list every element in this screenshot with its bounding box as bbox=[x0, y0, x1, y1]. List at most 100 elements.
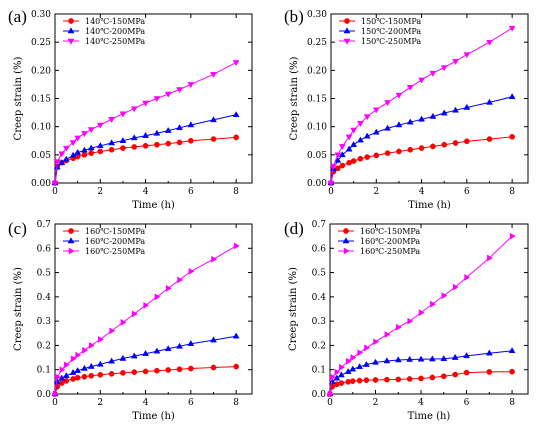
legend-entry: 140℃-150MPa bbox=[85, 17, 145, 26]
data-point bbox=[52, 390, 59, 398]
data-point bbox=[130, 106, 138, 113]
data-point bbox=[69, 140, 77, 147]
data-point bbox=[97, 148, 104, 155]
data-point bbox=[418, 115, 426, 122]
x-tick-label: 4 bbox=[143, 398, 149, 408]
y-tick-label: 0.10 bbox=[307, 123, 327, 133]
data-point bbox=[418, 145, 425, 151]
data-point bbox=[232, 332, 240, 339]
data-point bbox=[345, 145, 353, 152]
data-point bbox=[142, 100, 150, 107]
data-point bbox=[165, 367, 172, 373]
x-tick-label: 6 bbox=[464, 187, 470, 197]
data-point bbox=[330, 373, 336, 381]
data-point bbox=[440, 65, 448, 72]
data-point bbox=[487, 254, 494, 262]
data-point bbox=[81, 151, 88, 158]
data-point bbox=[327, 180, 335, 187]
data-point bbox=[63, 378, 70, 384]
data-point bbox=[350, 158, 357, 164]
legend-entry: 160℃-200MPa bbox=[360, 237, 420, 246]
data-point bbox=[108, 139, 116, 146]
data-point bbox=[384, 331, 391, 338]
data-point bbox=[210, 336, 217, 343]
series-1 bbox=[52, 363, 239, 397]
data-point bbox=[452, 106, 459, 113]
data-point bbox=[384, 100, 392, 107]
plot-frame bbox=[54, 223, 253, 395]
x-tick-label: 2 bbox=[97, 187, 103, 197]
data-point bbox=[164, 345, 172, 352]
data-point bbox=[142, 142, 149, 149]
data-point bbox=[81, 131, 88, 138]
data-point bbox=[407, 317, 414, 325]
data-point bbox=[131, 369, 138, 375]
x-axis-label: Time (h) bbox=[408, 200, 451, 211]
data-point bbox=[509, 133, 515, 140]
data-point bbox=[338, 144, 346, 151]
data-point bbox=[452, 371, 459, 378]
data-point bbox=[176, 366, 183, 373]
y-tick-label: 0.15 bbox=[307, 95, 327, 105]
y-tick-label: 0.2 bbox=[37, 341, 51, 351]
data-point bbox=[142, 349, 150, 356]
data-point bbox=[350, 354, 357, 362]
data-point bbox=[464, 273, 471, 281]
data-point bbox=[372, 358, 379, 365]
data-point bbox=[96, 142, 104, 149]
data-point bbox=[486, 369, 493, 375]
data-point bbox=[440, 109, 448, 116]
data-point bbox=[81, 146, 88, 153]
data-point bbox=[339, 162, 346, 169]
data-point bbox=[55, 373, 61, 381]
legend-marker bbox=[342, 237, 350, 244]
y-axis-label: Creep strain (%) bbox=[288, 267, 299, 351]
data-point bbox=[429, 374, 436, 381]
y-axis-label: Creep strain (%) bbox=[289, 56, 300, 140]
y-tick-label: 0.7 bbox=[312, 220, 327, 230]
data-point bbox=[142, 368, 149, 375]
legend-marker bbox=[343, 228, 349, 234]
data-point bbox=[130, 352, 138, 359]
data-point bbox=[357, 155, 364, 162]
data-point bbox=[485, 349, 493, 356]
y-tick-label: 0.4 bbox=[312, 293, 327, 303]
data-point bbox=[188, 137, 194, 144]
data-point bbox=[364, 154, 371, 160]
data-point bbox=[96, 360, 104, 367]
data-point bbox=[406, 118, 414, 125]
data-point bbox=[349, 378, 356, 384]
data-point bbox=[463, 52, 471, 59]
panel-label: (d) bbox=[284, 219, 304, 238]
data-point bbox=[75, 351, 82, 359]
data-point bbox=[463, 369, 470, 376]
y-tick-label: 0.2 bbox=[312, 341, 326, 351]
data-point bbox=[363, 377, 370, 384]
data-point bbox=[508, 93, 516, 100]
data-point bbox=[62, 372, 70, 379]
data-point bbox=[51, 180, 59, 187]
legend-entry: 160℃-150MPa bbox=[360, 227, 420, 236]
data-point bbox=[441, 141, 448, 148]
data-point bbox=[384, 150, 391, 156]
data-point bbox=[428, 355, 436, 362]
data-point bbox=[153, 129, 161, 136]
data-point bbox=[165, 284, 172, 292]
data-point bbox=[232, 60, 240, 67]
x-tick-label: 6 bbox=[188, 398, 194, 408]
data-point bbox=[372, 128, 380, 135]
y-tick-label: 0.0 bbox=[37, 390, 52, 400]
data-point bbox=[345, 357, 352, 365]
data-point bbox=[407, 146, 414, 153]
data-point bbox=[430, 143, 436, 150]
data-point bbox=[233, 134, 239, 141]
legend-entry: 160℃-250MPa bbox=[85, 247, 145, 256]
legend-marker bbox=[343, 38, 351, 45]
legend-entry: 160℃-150MPa bbox=[85, 227, 145, 236]
data-point bbox=[334, 368, 341, 376]
data-point bbox=[233, 242, 240, 250]
x-tick-label: 8 bbox=[509, 187, 515, 197]
